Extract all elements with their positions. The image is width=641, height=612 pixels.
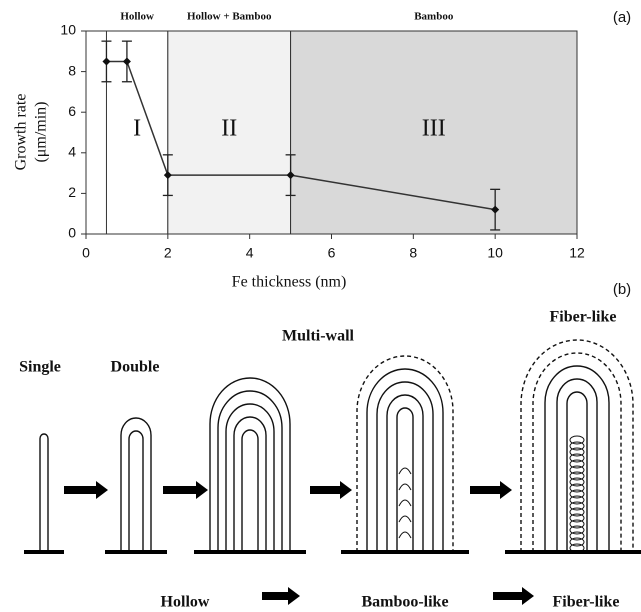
tube-wall <box>396 407 414 552</box>
y-tick-label: 6 <box>68 103 76 119</box>
type-label: Fiber-like <box>553 594 620 611</box>
y-tick-label: 4 <box>68 144 76 160</box>
compartment <box>569 525 585 535</box>
y-tick-label: 10 <box>60 22 76 38</box>
x-tick-label: 12 <box>569 245 585 261</box>
tube-wall <box>566 391 588 552</box>
tube-wall <box>556 378 598 552</box>
region-header: Bamboo <box>414 11 454 23</box>
stage-label: Single <box>19 359 61 376</box>
type-label: Hollow <box>161 594 210 611</box>
region-label: II <box>221 116 237 142</box>
compartment <box>569 441 585 451</box>
x-tick-label: 4 <box>246 245 254 261</box>
tube-wall <box>544 365 610 552</box>
type-label: Bamboo-like <box>361 594 448 611</box>
panel-label: (b) <box>613 281 631 298</box>
tube-wall <box>356 355 454 552</box>
compartment <box>569 465 585 475</box>
tube-wall <box>233 416 267 552</box>
compartment <box>569 471 585 481</box>
stage-label: Fiber-like <box>550 309 617 326</box>
arrow <box>470 481 512 499</box>
arrow <box>64 481 108 499</box>
tube-wall <box>225 403 275 552</box>
compartment <box>569 483 585 493</box>
arrow <box>493 587 534 605</box>
compartment <box>569 477 585 487</box>
compartment <box>398 483 412 491</box>
tube-wall <box>209 377 291 552</box>
arrow <box>310 481 352 499</box>
tube-wall <box>39 433 49 552</box>
compartment <box>398 467 412 475</box>
x-tick-label: 0 <box>82 245 90 261</box>
compartment <box>569 495 585 505</box>
tube-wall <box>128 430 144 552</box>
compartment <box>569 459 585 469</box>
compartment <box>569 447 585 457</box>
stage-label: Double <box>111 359 160 376</box>
data-point <box>102 57 111 66</box>
x-tick-label: 6 <box>328 245 336 261</box>
compartment <box>569 537 585 547</box>
tube-wall <box>366 368 444 552</box>
y-tick-label: 2 <box>68 184 76 200</box>
region-label: III <box>422 116 446 142</box>
compartment <box>569 435 585 445</box>
compartment <box>569 513 585 523</box>
arrow <box>262 587 300 605</box>
region <box>167 30 292 235</box>
compartment <box>398 515 412 523</box>
compartment <box>569 501 585 511</box>
x-axis-label: Fe thickness (nm) <box>232 274 347 291</box>
region-header: Hollow <box>120 11 154 23</box>
compartment <box>398 531 412 539</box>
data-point <box>491 205 500 214</box>
arrow <box>163 481 208 499</box>
stage-label: Multi-wall <box>282 328 355 345</box>
tube-wall <box>520 339 634 552</box>
compartment <box>398 499 412 507</box>
region <box>105 30 169 235</box>
data-point <box>163 171 172 180</box>
region-label: I <box>133 116 141 142</box>
data-point <box>122 57 131 66</box>
tube-wall <box>120 417 152 552</box>
compartment <box>569 489 585 499</box>
panel-label: (a) <box>613 9 631 26</box>
compartment <box>569 531 585 541</box>
y-axis-label: Growth rate <box>13 94 30 171</box>
x-tick-label: 10 <box>487 245 503 261</box>
tube-wall <box>241 429 259 552</box>
x-tick-label: 2 <box>164 245 172 261</box>
compartment <box>569 453 585 463</box>
compartment <box>569 507 585 517</box>
tube-wall <box>376 381 434 552</box>
region-header: Hollow + Bamboo <box>187 11 272 23</box>
data-point <box>286 171 295 180</box>
y-axis-label: (μm/min) <box>33 101 50 162</box>
y-tick-label: 0 <box>68 225 76 241</box>
compartment <box>569 519 585 529</box>
tube-wall <box>217 390 283 552</box>
tube-wall <box>386 394 424 552</box>
y-tick-label: 8 <box>68 62 76 78</box>
x-tick-label: 8 <box>409 245 417 261</box>
